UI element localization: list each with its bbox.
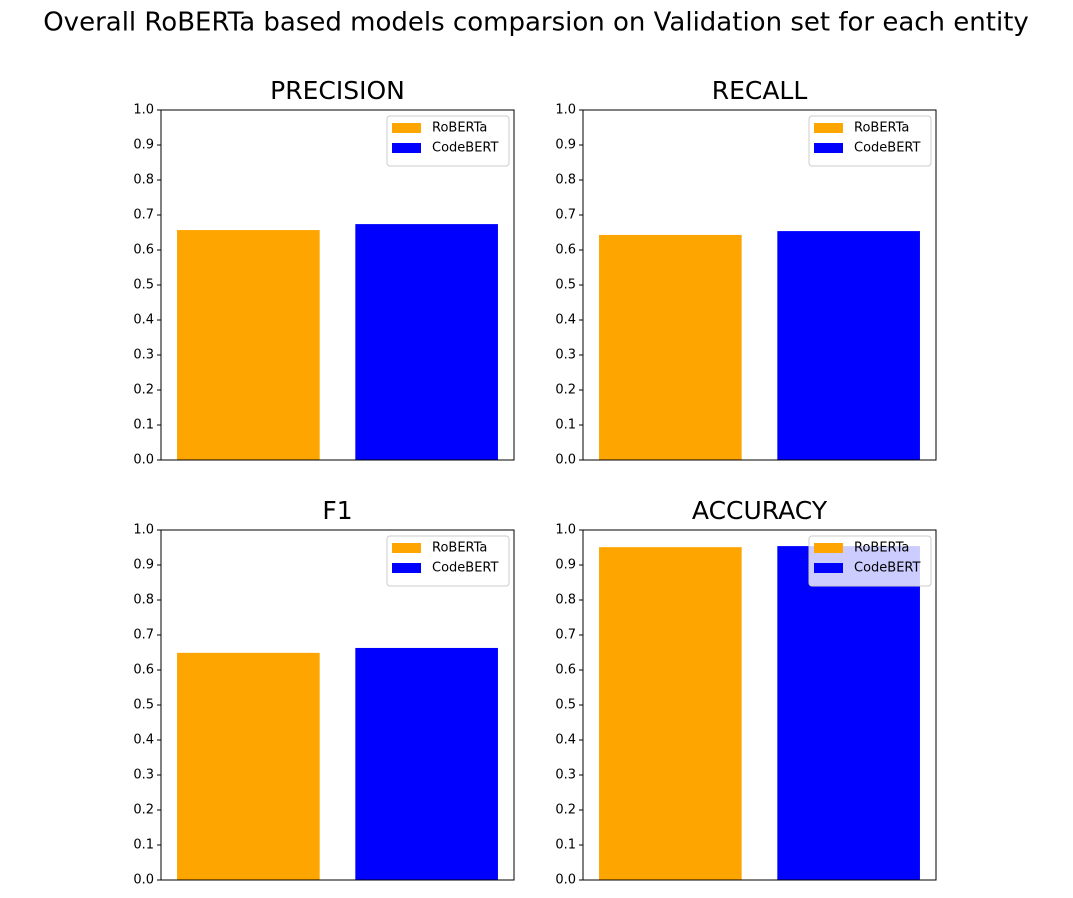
y-tick-label: 0.2 [133, 383, 154, 398]
y-tick-label: 0.0 [133, 873, 154, 888]
y-tick-label: 0.8 [555, 173, 576, 188]
legend-label: RoBERTa [432, 121, 487, 136]
y-tick-label: 0.8 [555, 593, 576, 608]
legend-swatch [814, 123, 843, 133]
y-tick-label: 1.0 [555, 523, 576, 538]
legend-swatch [392, 143, 421, 153]
y-tick-label: 0.3 [555, 768, 576, 783]
y-tick-label: 0.7 [133, 208, 154, 223]
y-tick-label: 0.5 [555, 698, 576, 713]
y-tick-label: 0.0 [555, 873, 576, 888]
bar [355, 224, 498, 460]
y-tick-label: 0.3 [133, 348, 154, 363]
legend-swatch [814, 143, 843, 153]
y-tick-label: 0.4 [133, 733, 154, 748]
y-tick-label: 0.9 [133, 558, 154, 573]
y-tick-label: 0.2 [555, 383, 576, 398]
bar [599, 234, 742, 460]
y-tick-label: 0.4 [555, 733, 576, 748]
bar [599, 547, 742, 880]
legend-label: RoBERTa [854, 541, 909, 556]
y-tick-label: 0.9 [555, 138, 576, 153]
bar [777, 546, 920, 880]
y-tick-label: 0.5 [133, 698, 154, 713]
y-tick-label: 0.5 [555, 278, 576, 293]
y-tick-label: 0.4 [133, 313, 154, 328]
subplot-title: F1 [322, 496, 352, 525]
subplot-title: RECALL [712, 76, 808, 105]
y-tick-label: 0.6 [133, 663, 154, 678]
legend-label: CodeBERT [432, 141, 499, 156]
y-tick-label: 0.3 [133, 768, 154, 783]
bar [177, 652, 320, 880]
y-tick-label: 0.4 [555, 313, 576, 328]
y-tick-label: 0.9 [555, 558, 576, 573]
y-tick-label: 0.2 [133, 803, 154, 818]
legend-swatch [392, 543, 421, 553]
y-tick-label: 0.5 [133, 278, 154, 293]
legend-label: CodeBERT [854, 141, 921, 156]
y-tick-label: 0.1 [555, 418, 576, 433]
legend-swatch [814, 543, 843, 553]
legend-label: CodeBERT [854, 561, 921, 576]
y-tick-label: 0.3 [555, 348, 576, 363]
subplot-title: ACCURACY [692, 496, 828, 525]
axes-frame [582, 529, 937, 881]
y-tick-label: 0.6 [133, 243, 154, 258]
axes-frame [582, 109, 937, 461]
y-tick-label: 0.0 [555, 453, 576, 468]
y-tick-label: 0.6 [555, 663, 576, 678]
figure-title: Overall RoBERTa based models comparsion … [43, 8, 1029, 38]
bar [355, 647, 498, 880]
y-tick-label: 1.0 [133, 103, 154, 118]
bar [177, 230, 320, 460]
legend-label: RoBERTa [432, 541, 487, 556]
y-tick-label: 0.7 [133, 628, 154, 643]
legend-swatch [392, 563, 421, 573]
y-tick-label: 0.0 [133, 453, 154, 468]
bar [777, 231, 920, 460]
axes-frame [160, 529, 515, 881]
legend-swatch [814, 563, 843, 573]
y-tick-label: 0.1 [133, 838, 154, 853]
subplot-title: PRECISION [270, 76, 405, 105]
legend-label: RoBERTa [854, 121, 909, 136]
y-tick-label: 0.8 [133, 593, 154, 608]
y-tick-label: 0.2 [555, 803, 576, 818]
y-tick-label: 1.0 [555, 103, 576, 118]
axes-frame [160, 109, 515, 461]
legend-swatch [392, 123, 421, 133]
y-tick-label: 0.1 [133, 418, 154, 433]
y-tick-label: 0.1 [555, 838, 576, 853]
y-tick-label: 0.6 [555, 243, 576, 258]
y-tick-label: 0.7 [555, 628, 576, 643]
y-tick-label: 0.9 [133, 138, 154, 153]
y-tick-label: 1.0 [133, 523, 154, 538]
y-tick-label: 0.7 [555, 208, 576, 223]
legend-label: CodeBERT [432, 561, 499, 576]
y-tick-label: 0.8 [133, 173, 154, 188]
